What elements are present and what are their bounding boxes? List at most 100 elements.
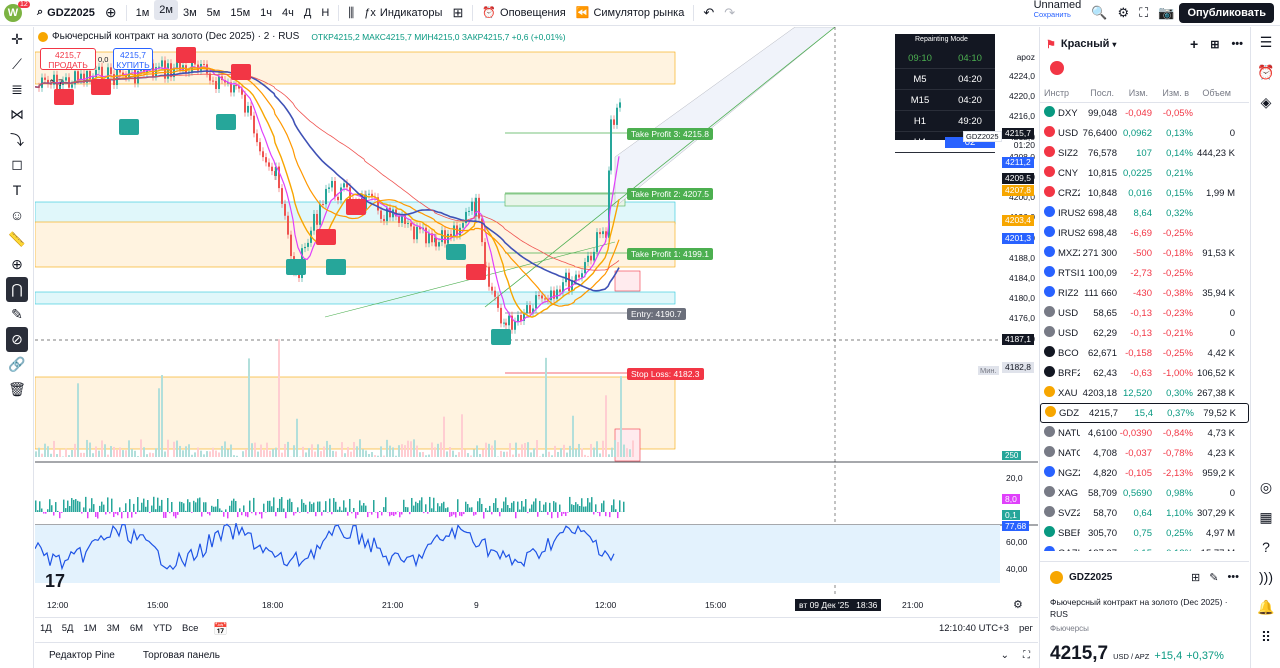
timeframe-2[interactable]: 3м (182, 6, 197, 19)
zoom-in-icon[interactable]: ⊕ (11, 256, 23, 272)
alerts-clock-icon[interactable]: ⏰ (1257, 63, 1275, 80)
fib-icon[interactable]: ≣ (11, 81, 23, 97)
sell-button[interactable]: 4215,7 ПРОДАТЬ (40, 48, 96, 70)
watchlist-row[interactable]: NATU 4,6100 -0,0390 -0,84% 4,73 K (1040, 423, 1249, 443)
watchlist-name[interactable]: Красный (1060, 38, 1110, 50)
chevron-down-icon[interactable]: ▾ (1112, 39, 1117, 49)
more-icon[interactable]: ••• (1231, 38, 1243, 50)
maximize-panel-icon[interactable]: ⛶ (1023, 650, 1030, 661)
apps-grid-icon[interactable]: ⠿ (1260, 628, 1272, 645)
range-4[interactable]: 6М (129, 623, 144, 634)
watchlist-row[interactable]: SIZ2 76,578 107 0,14% 444,23 K (1040, 143, 1249, 163)
link-icon[interactable]: 🔗 (8, 356, 26, 372)
pattern-icon[interactable]: ⋈ (10, 106, 24, 122)
range-6[interactable]: Все (182, 623, 199, 634)
watchlist-row[interactable]: RIZ2 111 660 -430 -0,38% 35,94 K (1040, 283, 1249, 303)
watchlist-row[interactable]: XAG 58,709 0,5690 0,98% 0 (1040, 483, 1249, 503)
redo-icon[interactable]: ↷ (724, 4, 736, 20)
red-flag-icon[interactable] (1050, 61, 1064, 75)
layout-menu[interactable]: Unnamed Сохранить (1033, 0, 1082, 19)
watchlist-row[interactable]: BRF2 62,43 -0,63 -1,00% 106,52 K (1040, 363, 1249, 383)
trash-icon[interactable]: 🗑 (8, 381, 26, 397)
undo-icon[interactable]: ↶ (703, 4, 715, 20)
crosshair-icon[interactable]: ✛ (11, 31, 23, 47)
timezone-clock[interactable]: 12:10:40 UTC+3 (938, 623, 1009, 634)
geometry-icon[interactable]: ◻ (11, 156, 23, 172)
indicators-button[interactable]: ƒx Индикаторы (364, 6, 443, 19)
timeframe-4[interactable]: 15м (230, 6, 251, 19)
watchlist-row[interactable]: USD 76,6400 0,0962 0,13% 0 (1040, 123, 1249, 143)
alerts-button[interactable]: ⏰ Оповещения (482, 6, 566, 20)
target-icon[interactable]: ◎ (1259, 478, 1273, 495)
timeframe-1[interactable]: 2м (154, 0, 178, 20)
collapse-panel-icon[interactable]: ⌄ (1000, 650, 1009, 661)
calendar-icon[interactable]: ▦ (1259, 508, 1273, 525)
edit-icon[interactable]: ✎ (1209, 571, 1219, 584)
range-5[interactable]: YTD (153, 623, 173, 634)
watchlist-row[interactable]: MXZ2271 300 -500 -0,18% 91,53 K (1040, 243, 1249, 263)
chart-type-icon[interactable]: ⫼ (348, 4, 355, 20)
watchlist-row[interactable]: SVZ2 58,70 0,64 1,10% 307,29 K (1040, 503, 1249, 523)
watchlist-row[interactable]: USD 58,65 -0,13 -0,23% 0 (1040, 303, 1249, 323)
watchlist-row[interactable]: NATC 4,708 -0,037 -0,78% 4,23 K (1040, 443, 1249, 463)
watchlist-row[interactable]: SBEF 305,70 0,75 0,25% 4,97 M (1040, 523, 1249, 543)
quick-search-icon[interactable]: 🔍 (1091, 4, 1108, 20)
watchlist-row[interactable]: USD 62,29 -0,13 -0,21% 0 (1040, 323, 1249, 343)
indicators-collapse[interactable]: ⌃ 7 (48, 78, 64, 88)
range-0[interactable]: 1Д (40, 623, 52, 634)
watchlist-row[interactable]: BCO 62,671 -0,158 -0,25% 4,42 K (1040, 343, 1249, 363)
watchlist-row[interactable]: GAZI127,270,150,12%15,77 M (1040, 543, 1249, 551)
pine-editor-tab[interactable]: Редактор Pine (49, 650, 115, 661)
time-axis[interactable]: 12:00 15:00 18:00 21:00 9 12:00 15:00 21:00 (35, 597, 1035, 613)
price-chart[interactable]: 17 (35, 27, 1038, 612)
watchlist-row[interactable]: GDZ 4215,7 15,4 0,37% 79,52 K (1040, 403, 1249, 423)
layers-icon[interactable]: ◈ (1260, 93, 1272, 110)
templates-icon[interactable]: ⊞ (452, 4, 464, 20)
settings-gear-icon[interactable]: ⚙ (1117, 4, 1130, 20)
ruler-icon[interactable]: 📏 (8, 231, 26, 247)
hide-drawings-icon[interactable]: ⊘ (6, 327, 28, 352)
bell-icon[interactable]: 🔔 (1257, 598, 1275, 615)
help-icon[interactable]: ? (1262, 539, 1270, 555)
timeframe-5[interactable]: 1ч (260, 6, 273, 19)
timeframe-0[interactable]: 1м (135, 6, 150, 19)
watchlist-icon[interactable]: ☰ (1259, 33, 1273, 50)
broadcast-icon[interactable]: ))) (1259, 569, 1273, 585)
range-2[interactable]: 1М (83, 623, 97, 634)
watchlist-row[interactable]: XAU 4203,18 12,520 0,30% 267,38 K (1040, 383, 1249, 403)
user-avatar[interactable]: W 12 (0, 0, 30, 26)
watchlist-row[interactable]: DXY 99,048 -0,049 -0,05% (1040, 103, 1249, 123)
prediction-icon[interactable]: ⤵ (10, 131, 24, 148)
magnet-icon[interactable]: ⋂ (6, 277, 28, 302)
replay-button[interactable]: ⏪ Симулятор рынка (575, 6, 685, 20)
goto-date-icon[interactable]: 📅 (213, 621, 229, 636)
detail-symbol[interactable]: GDZ2025 (1069, 571, 1113, 583)
timeframe-7[interactable]: Д (303, 6, 312, 19)
trend-line-icon[interactable]: ⟋ (12, 56, 22, 72)
symbol-search[interactable]: ⌕ GDZ2025 (37, 6, 95, 19)
timeframe-8[interactable]: Н (321, 6, 330, 19)
timeframe-3[interactable]: 5м (206, 6, 221, 19)
grid-icon[interactable]: ⊞ (1191, 571, 1201, 584)
session-label[interactable]: рег (1018, 623, 1033, 634)
watchlist-row[interactable]: CNY 10,815 0,0225 0,21% (1040, 163, 1249, 183)
chart-pane[interactable]: 17 (35, 27, 1038, 612)
emoji-icon[interactable]: ☺ (9, 206, 25, 223)
more-icon[interactable]: ••• (1227, 571, 1239, 583)
watchlist-row[interactable]: IRUS 2 698,48 8,64 0,32% (1040, 203, 1249, 223)
screenshot-camera-icon[interactable]: 📷 (1158, 4, 1175, 20)
publish-button[interactable]: Опубликовать (1179, 2, 1274, 23)
compare-add-icon[interactable]: ⊕ (104, 4, 117, 20)
watchlist-row[interactable]: CRZ2 10,848 0,016 0,15% 1,99 M (1040, 183, 1249, 203)
timeframe-6[interactable]: 4ч (282, 6, 294, 19)
range-3[interactable]: 3М (106, 623, 120, 634)
watchlist-row[interactable]: RTSI 1 100,09 -2,73 -0,25% (1040, 263, 1249, 283)
watchlist-row[interactable]: IRUS 2 698,48 -6,69 -0,25% (1040, 223, 1249, 243)
lock-drawing-icon[interactable]: ✎ (11, 306, 23, 322)
text-icon[interactable]: T (12, 181, 22, 198)
fullscreen-icon[interactable]: ⛶ (1139, 4, 1149, 20)
axis-settings-icon[interactable]: ⚙ (1013, 599, 1023, 611)
trading-panel-tab[interactable]: Торговая панель (142, 650, 221, 661)
add-symbol-icon[interactable]: + (1190, 36, 1199, 52)
range-1[interactable]: 5Д (61, 623, 74, 634)
